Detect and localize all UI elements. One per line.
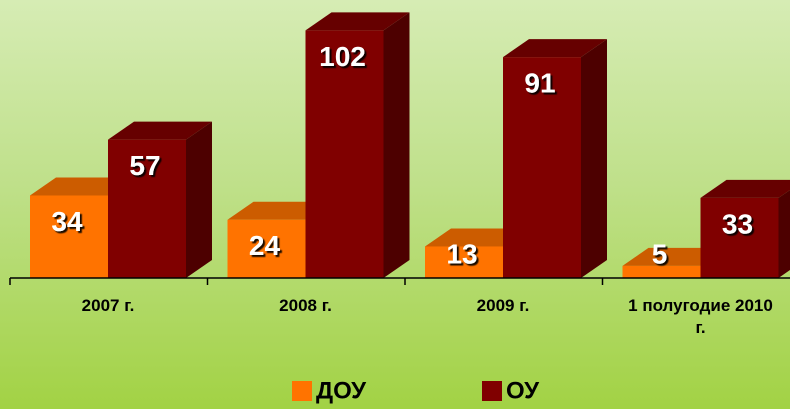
bar-top: [305, 12, 410, 31]
bar-top: [700, 179, 790, 198]
data-label: 57: [129, 150, 160, 181]
bar-front: [425, 246, 503, 278]
data-label: 24: [249, 230, 281, 261]
x-tick-label: 2009 г.: [476, 296, 530, 315]
bar-front: [622, 265, 701, 278]
bar-front: [108, 139, 186, 278]
bar-side: [581, 39, 607, 279]
legend-item: ДОУ: [292, 377, 367, 404]
bar-front: [503, 57, 581, 279]
x-tick-label: 2008 г.: [279, 296, 332, 315]
bar: [108, 121, 212, 279]
x-tick-label: 1 полугодие 2010 г.: [628, 296, 773, 337]
legend-label: ОУ: [506, 377, 540, 404]
bar: [503, 39, 607, 279]
legend-item: ОУ: [482, 377, 540, 404]
data-label: 13: [446, 238, 477, 269]
data-label: 102: [319, 41, 366, 72]
bar-front: [305, 30, 384, 278]
bar-front: [700, 197, 779, 278]
bar-side: [383, 12, 410, 278]
bar: [305, 12, 410, 278]
data-label: 34: [51, 206, 83, 237]
bar-top: [108, 121, 212, 140]
bar-side: [778, 189, 790, 278]
data-label: 5: [652, 238, 668, 269]
bar-side: [186, 121, 212, 279]
bar-front: [227, 219, 306, 278]
bar-front: [30, 195, 108, 278]
x-tick-label: 2007 г.: [81, 296, 135, 315]
legend-swatch: [292, 381, 312, 401]
legend-label: ДОУ: [316, 377, 367, 404]
bar-top: [503, 39, 607, 58]
bar: [700, 179, 790, 278]
data-label: 33: [722, 208, 753, 239]
legend-swatch: [482, 381, 502, 401]
data-label: 91: [524, 68, 555, 99]
